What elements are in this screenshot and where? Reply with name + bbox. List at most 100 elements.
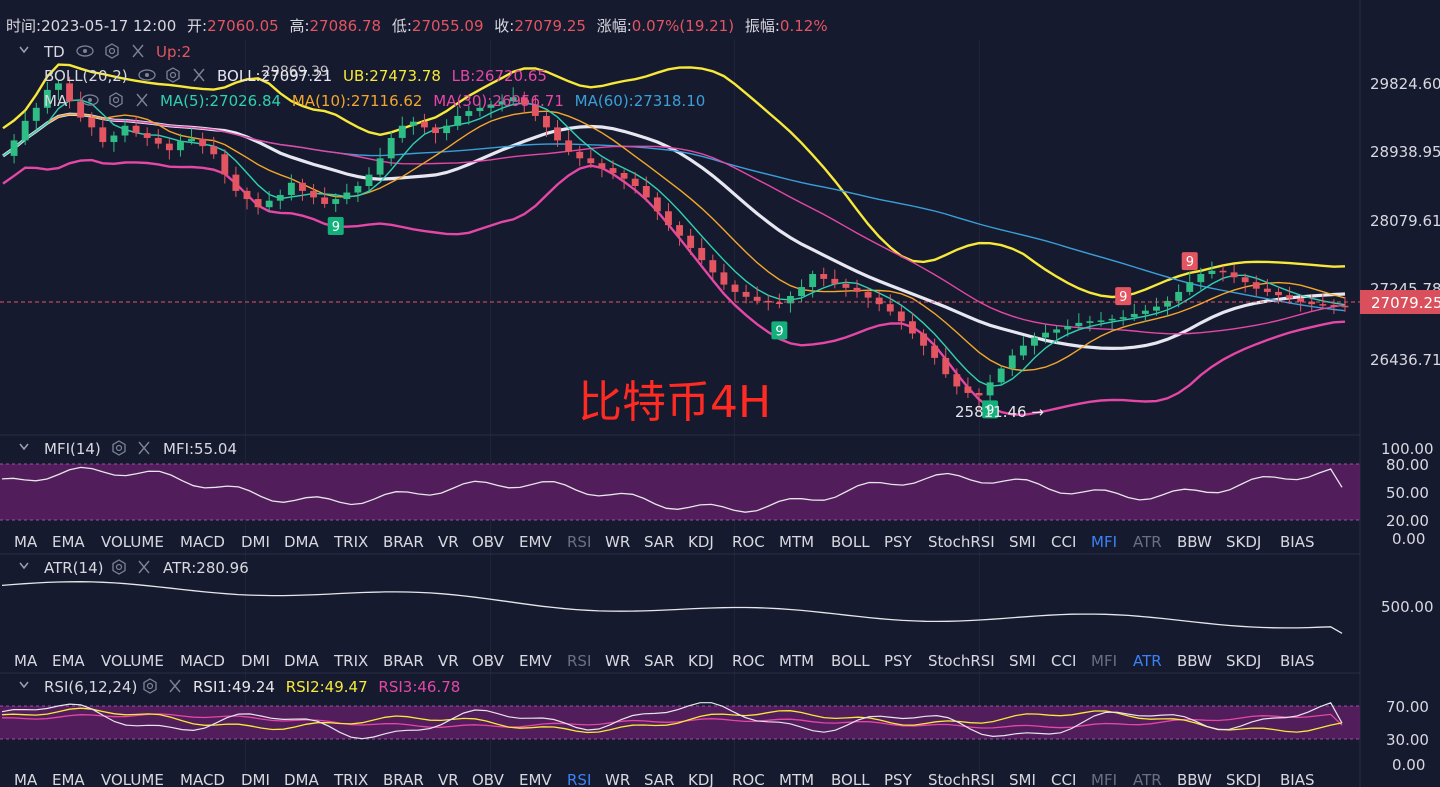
- indicator-tab-sar[interactable]: SAR: [644, 652, 674, 670]
- indicator-tab-vr[interactable]: VR: [438, 771, 459, 787]
- indicator-tab-roc[interactable]: ROC: [732, 771, 765, 787]
- boll-legend[interactable]: BOLL(20,2) 29869.39 BOLL:27097.21 UB:274…: [44, 64, 547, 85]
- indicator-tab-psy[interactable]: PSY: [884, 652, 913, 670]
- indicator-tabs-mfi[interactable]: MA EMA VOLUME MACD DMI DMA TRIX BRAR VR OBV EMV RSI…: [14, 533, 1315, 551]
- indicator-tab-dma[interactable]: DMA: [284, 533, 319, 551]
- indicator-tab-kdj[interactable]: KDJ: [688, 652, 714, 670]
- indicator-tab-brar[interactable]: BRAR: [383, 533, 424, 551]
- price-pane[interactable]: 9 9 9 9 9: [0, 63, 1360, 419]
- gear-icon[interactable]: [143, 678, 157, 694]
- indicator-tab-ema[interactable]: EMA: [52, 533, 85, 551]
- gear-icon[interactable]: [112, 559, 126, 575]
- indicator-tab-mtm[interactable]: MTM: [779, 771, 814, 787]
- rsi-pane[interactable]: RSI(6,12,24) RSI1:49.24 RSI2:49.47 RSI3:…: [0, 678, 1429, 774]
- indicator-tab-bbw[interactable]: BBW: [1177, 533, 1212, 551]
- indicator-tab-trix[interactable]: TRIX: [333, 533, 368, 551]
- indicator-tab-smi[interactable]: SMI: [1009, 533, 1036, 551]
- indicator-tab-brar[interactable]: BRAR: [383, 652, 424, 670]
- indicator-tab-mtm[interactable]: MTM: [779, 652, 814, 670]
- indicator-tab-rsi[interactable]: RSI: [567, 533, 591, 551]
- indicator-tab-dmi[interactable]: DMI: [241, 533, 270, 551]
- chevron-down-icon[interactable]: [19, 46, 29, 54]
- indicator-tabs-rsi[interactable]: MA EMA VOLUME MACD DMI DMA TRIX BRAR VR OBV EMV RSI…: [14, 771, 1315, 787]
- chevron-down-icon[interactable]: [19, 443, 29, 451]
- indicator-tab-dmi[interactable]: DMI: [241, 771, 270, 787]
- indicator-tab-skdj[interactable]: SKDJ: [1226, 771, 1261, 787]
- indicator-tab-volume[interactable]: VOLUME: [101, 771, 164, 787]
- indicator-tab-volume[interactable]: VOLUME: [101, 652, 164, 670]
- indicator-tabs-atr[interactable]: MA EMA VOLUME MACD DMI DMA TRIX BRAR VR OBV EMV RSI…: [14, 652, 1315, 670]
- indicator-tab-cci[interactable]: CCI: [1051, 652, 1076, 670]
- indicator-tab-rsi[interactable]: RSI: [567, 652, 591, 670]
- close-icon[interactable]: [193, 68, 205, 82]
- indicator-tab-skdj[interactable]: SKDJ: [1226, 533, 1261, 551]
- indicator-tab-dma[interactable]: DMA: [284, 652, 319, 670]
- indicator-tab-smi[interactable]: SMI: [1009, 652, 1036, 670]
- eye-icon[interactable]: [138, 69, 156, 81]
- indicator-tab-mfi[interactable]: MFI: [1091, 652, 1117, 670]
- indicator-tab-obv[interactable]: OBV: [472, 652, 505, 670]
- indicator-tab-cci[interactable]: CCI: [1051, 533, 1076, 551]
- indicator-tab-obv[interactable]: OBV: [472, 533, 505, 551]
- indicator-tab-dmi[interactable]: DMI: [241, 652, 270, 670]
- gear-icon[interactable]: [105, 43, 119, 59]
- indicator-tab-smi[interactable]: SMI: [1009, 771, 1036, 787]
- indicator-tab-ema[interactable]: EMA: [52, 771, 85, 787]
- indicator-tab-psy[interactable]: PSY: [884, 771, 913, 787]
- td-legend[interactable]: TD Up:2: [19, 43, 191, 61]
- indicator-tab-kdj[interactable]: KDJ: [688, 771, 714, 787]
- eye-icon[interactable]: [76, 45, 94, 57]
- close-icon[interactable]: [132, 44, 144, 58]
- indicator-tab-emv[interactable]: EMV: [519, 652, 552, 670]
- indicator-tab-stochrsi[interactable]: StochRSI: [928, 652, 995, 670]
- close-icon[interactable]: [136, 93, 148, 107]
- indicator-tab-trix[interactable]: TRIX: [333, 771, 368, 787]
- indicator-tab-wr[interactable]: WR: [605, 533, 630, 551]
- indicator-tab-brar[interactable]: BRAR: [383, 771, 424, 787]
- mfi-pane[interactable]: MFI(14) MFI:55.04 100.00 80.00 50.00 20.…: [0, 440, 1434, 548]
- indicator-tab-bbw[interactable]: BBW: [1177, 771, 1212, 787]
- indicator-tab-mfi[interactable]: MFI: [1091, 533, 1117, 551]
- indicator-tab-bias[interactable]: BIAS: [1280, 533, 1315, 551]
- gear-icon[interactable]: [112, 440, 126, 456]
- indicator-tab-bias[interactable]: BIAS: [1280, 652, 1315, 670]
- indicator-tab-boll[interactable]: BOLL: [831, 652, 870, 670]
- indicator-tab-mfi[interactable]: MFI: [1091, 771, 1117, 787]
- close-icon[interactable]: [138, 560, 150, 574]
- indicator-tab-stochrsi[interactable]: StochRSI: [928, 771, 995, 787]
- indicator-tab-sar[interactable]: SAR: [644, 533, 674, 551]
- indicator-tab-vr[interactable]: VR: [438, 533, 459, 551]
- indicator-tab-bias[interactable]: BIAS: [1280, 771, 1315, 787]
- indicator-tab-dma[interactable]: DMA: [284, 771, 319, 787]
- indicator-tab-rsi[interactable]: RSI: [567, 771, 591, 787]
- indicator-tab-ema[interactable]: EMA: [52, 652, 85, 670]
- indicator-tab-atr[interactable]: ATR: [1133, 533, 1162, 551]
- indicator-tab-atr[interactable]: ATR: [1133, 771, 1162, 787]
- indicator-tab-volume[interactable]: VOLUME: [101, 533, 164, 551]
- indicator-tab-boll[interactable]: BOLL: [831, 533, 870, 551]
- indicator-tab-ma[interactable]: MA: [14, 652, 38, 670]
- chevron-down-icon[interactable]: [19, 562, 29, 570]
- indicator-tab-boll[interactable]: BOLL: [831, 771, 870, 787]
- indicator-tab-ma[interactable]: MA: [14, 533, 38, 551]
- indicator-tab-vr[interactable]: VR: [438, 652, 459, 670]
- indicator-tab-stochrsi[interactable]: StochRSI: [928, 533, 995, 551]
- chevron-down-icon[interactable]: [19, 681, 29, 689]
- indicator-tab-wr[interactable]: WR: [605, 771, 630, 787]
- indicator-tab-cci[interactable]: CCI: [1051, 771, 1076, 787]
- indicator-tab-macd[interactable]: MACD: [180, 771, 225, 787]
- indicator-tab-trix[interactable]: TRIX: [333, 652, 368, 670]
- indicator-tab-obv[interactable]: OBV: [472, 771, 505, 787]
- indicator-tab-atr[interactable]: ATR: [1133, 652, 1162, 670]
- indicator-tab-ma[interactable]: MA: [14, 771, 38, 787]
- ma-legend[interactable]: MA MA(5):27026.84 MA(10):27116.62 MA(30)…: [44, 92, 705, 110]
- indicator-tab-wr[interactable]: WR: [605, 652, 630, 670]
- close-icon[interactable]: [169, 679, 181, 693]
- indicator-tab-sar[interactable]: SAR: [644, 771, 674, 787]
- indicator-tab-skdj[interactable]: SKDJ: [1226, 652, 1261, 670]
- gear-icon[interactable]: [109, 92, 123, 108]
- indicator-tab-emv[interactable]: EMV: [519, 533, 552, 551]
- close-icon[interactable]: [138, 441, 150, 455]
- eye-icon[interactable]: [81, 94, 99, 106]
- indicator-tab-psy[interactable]: PSY: [884, 533, 913, 551]
